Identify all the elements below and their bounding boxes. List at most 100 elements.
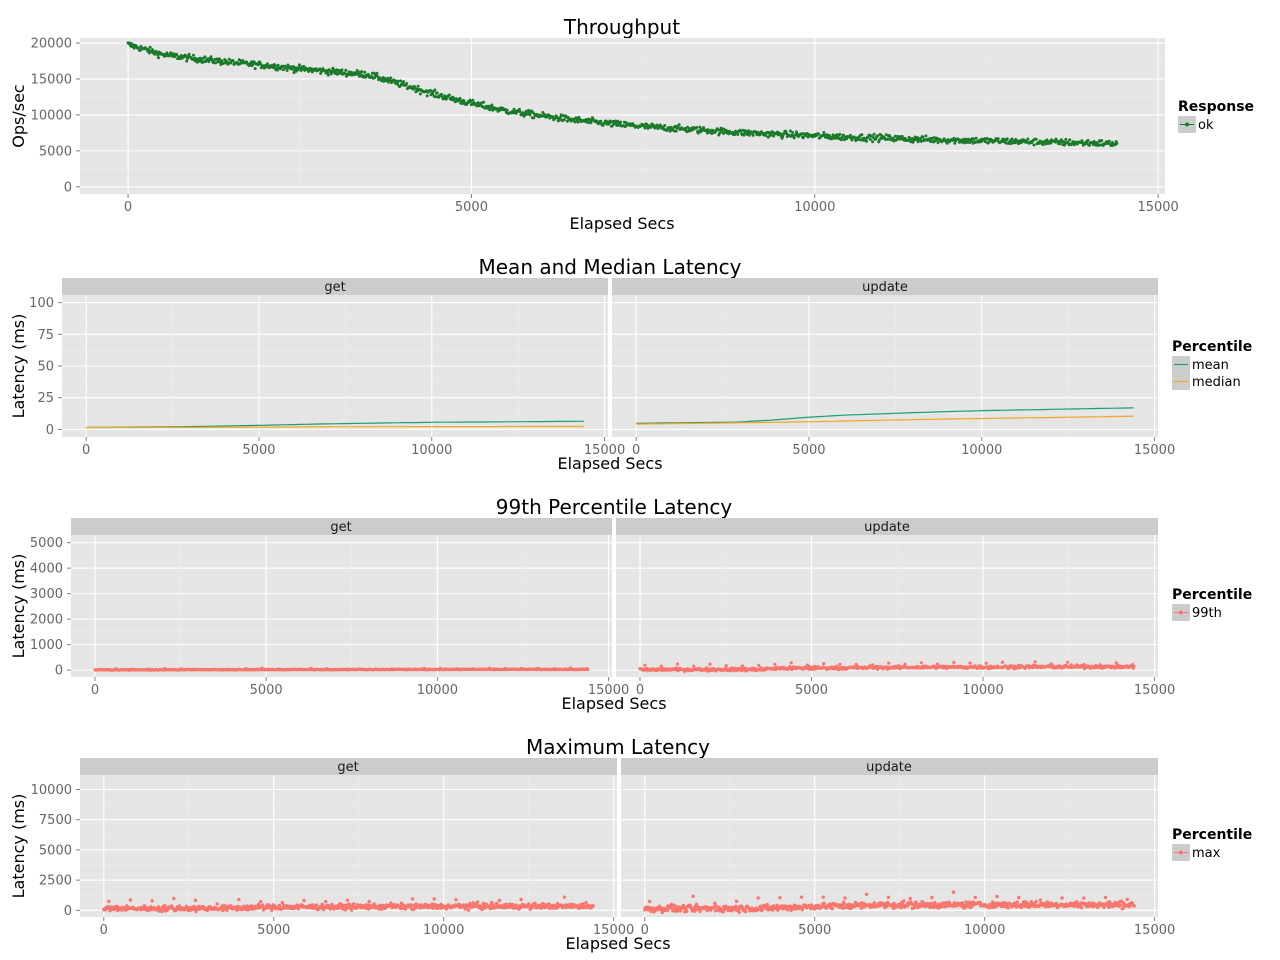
data-point xyxy=(340,68,344,72)
data-point xyxy=(1054,901,1059,906)
data-point xyxy=(326,73,330,77)
data-point xyxy=(479,101,483,105)
data-point xyxy=(737,910,741,914)
data-point xyxy=(691,894,695,898)
data-point xyxy=(677,123,681,127)
data-point xyxy=(471,901,476,905)
data-point xyxy=(892,901,896,906)
data-point xyxy=(559,115,562,119)
data-point xyxy=(217,57,221,61)
x-tick-label: 5000 xyxy=(242,443,275,458)
data-point xyxy=(398,85,402,88)
data-point xyxy=(919,137,922,141)
data-point xyxy=(865,892,869,896)
data-point xyxy=(281,68,285,72)
data-point xyxy=(611,119,615,123)
x-tick-label: 10000 xyxy=(423,923,464,938)
grid-lines xyxy=(612,295,1158,437)
data-point xyxy=(497,898,502,903)
data-point xyxy=(591,904,595,908)
data-point xyxy=(747,133,751,137)
data-point xyxy=(887,661,891,665)
x-tick-label: 5000 xyxy=(795,683,828,698)
data-point xyxy=(573,120,577,124)
x-axis-ticks: 0 5000 10000 15000 xyxy=(636,677,1175,698)
data-point xyxy=(147,48,151,52)
data-point xyxy=(276,63,280,67)
strip xyxy=(616,518,1158,535)
facet-get: get 0 5000 10000 15000 xyxy=(71,518,629,698)
data-point xyxy=(891,136,895,140)
data-point xyxy=(280,900,284,905)
strip-label: update xyxy=(866,760,912,775)
data-point xyxy=(434,95,438,99)
chart-title: Throughput xyxy=(563,15,680,39)
data-point xyxy=(476,900,480,904)
data-point xyxy=(961,901,965,905)
x-axis-ticks: 0 5000 10000 15000 xyxy=(91,677,629,698)
data-point xyxy=(1082,663,1086,667)
data-point xyxy=(1004,141,1008,145)
data-point xyxy=(405,82,409,85)
x-tick-label: 0 xyxy=(91,683,99,698)
data-point xyxy=(1082,896,1086,900)
y-axis-ticks: 0 5000 10000 15000 20000 xyxy=(31,37,80,195)
data-point xyxy=(350,908,354,912)
max-latency-chart: Maximum Latency get 0 5000 10000 15000 upda… xyxy=(9,735,1252,953)
data-point xyxy=(367,899,371,904)
data-point xyxy=(1005,137,1009,141)
data-point xyxy=(1019,141,1023,145)
data-point xyxy=(447,93,451,97)
y-tick-label: 20000 xyxy=(31,37,72,52)
data-point xyxy=(799,895,804,899)
data-point xyxy=(559,113,563,117)
data-point xyxy=(830,907,835,911)
data-point xyxy=(933,901,937,905)
data-point xyxy=(137,46,141,50)
y-tick-label: 10000 xyxy=(31,783,72,798)
data-point xyxy=(157,56,160,60)
data-point xyxy=(659,664,663,668)
data-point xyxy=(761,907,765,911)
plot-panel xyxy=(621,775,1158,917)
data-point xyxy=(163,903,167,908)
data-point xyxy=(1064,137,1068,141)
x-tick-label: 10000 xyxy=(961,443,1002,458)
data-point xyxy=(877,904,881,908)
grid-lines xyxy=(80,775,617,917)
y-tick-label: 75 xyxy=(37,328,54,343)
data-point xyxy=(902,899,906,903)
data-point xyxy=(366,903,370,907)
data-point xyxy=(237,897,241,902)
data-point xyxy=(619,120,623,124)
data-point xyxy=(380,907,384,911)
data-point xyxy=(1009,142,1013,146)
data-point xyxy=(284,66,288,70)
data-point xyxy=(435,91,439,95)
data-point xyxy=(352,902,356,906)
data-point xyxy=(533,901,537,906)
data-point xyxy=(528,113,532,117)
data-point xyxy=(857,138,861,142)
data-point xyxy=(675,662,680,666)
data-point xyxy=(367,73,371,77)
data-point xyxy=(685,909,689,913)
facet-update: update 0 5000 10000 15000 xyxy=(612,278,1175,458)
data-point xyxy=(220,59,224,63)
data-point xyxy=(285,69,289,72)
data-point xyxy=(1086,904,1090,909)
data-point xyxy=(354,906,359,910)
data-point xyxy=(888,135,892,139)
y-tick-label: 2500 xyxy=(39,874,72,889)
data-point xyxy=(343,72,347,75)
data-point xyxy=(321,903,325,907)
x-tick-label: 0 xyxy=(82,443,90,458)
x-tick-label: 5000 xyxy=(257,923,290,938)
data-point xyxy=(854,662,858,666)
data-point xyxy=(584,900,588,905)
x-tick-label: 15000 xyxy=(588,683,629,698)
grid-lines xyxy=(616,535,1158,677)
legend-title: Percentile xyxy=(1172,587,1252,603)
data-point xyxy=(376,75,380,79)
data-point xyxy=(440,93,444,96)
